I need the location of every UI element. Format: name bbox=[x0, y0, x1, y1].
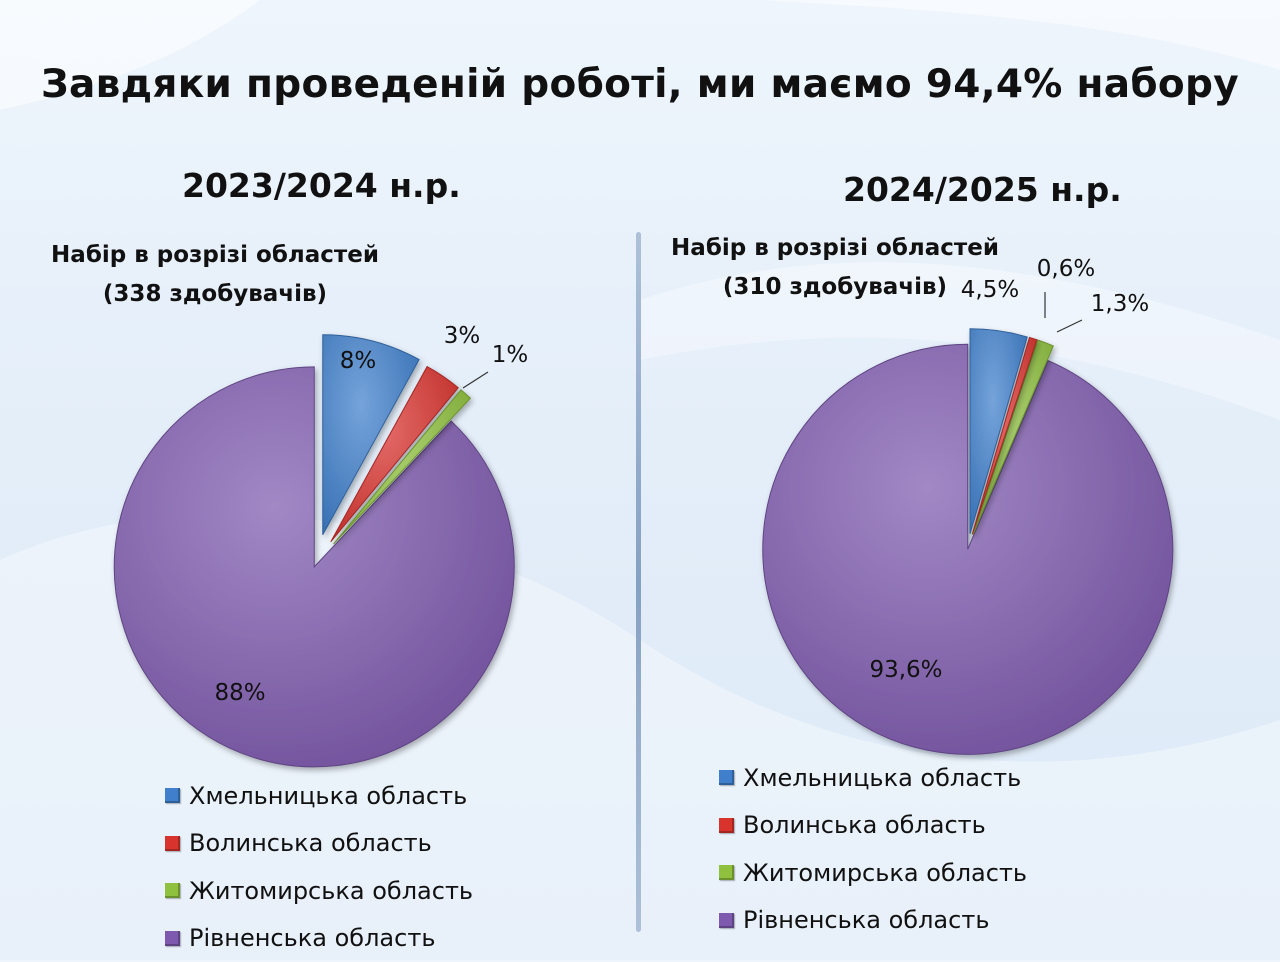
legend-swatch bbox=[165, 883, 180, 898]
legend-swatch bbox=[719, 913, 734, 928]
legend-swatch bbox=[165, 836, 180, 851]
data-label: 93,6% bbox=[869, 657, 942, 683]
legend-label: Рівненська область bbox=[189, 924, 435, 952]
leader-line bbox=[463, 372, 488, 388]
data-label: 1,3% bbox=[1091, 291, 1149, 317]
legend-item: Рівненська область bbox=[165, 915, 473, 962]
legend-item: Хмельницька область bbox=[719, 754, 1027, 802]
data-label: 8% bbox=[340, 348, 377, 374]
legend-item: Волинська область bbox=[719, 802, 1027, 850]
data-label: 0,6% bbox=[1037, 256, 1095, 282]
legend-label: Житомирська область bbox=[743, 859, 1027, 887]
legend-label: Хмельницька область bbox=[743, 764, 1021, 792]
data-label: 88% bbox=[214, 680, 265, 706]
legend-label: Хмельницька область bbox=[189, 782, 467, 810]
pie-slice bbox=[114, 367, 514, 767]
data-label: 3% bbox=[444, 323, 481, 349]
legend-item: Рівненська область bbox=[719, 897, 1027, 945]
legend-swatch bbox=[165, 931, 180, 946]
pie-chart-right: 4,5% 0,6% 1,3% 93,6% bbox=[763, 256, 1173, 754]
pie-slice bbox=[763, 344, 1173, 754]
legend-left: Хмельницька область Волинська область Жито… bbox=[165, 772, 473, 962]
legend-item: Житомирська область bbox=[719, 849, 1027, 897]
legend-swatch bbox=[165, 788, 180, 803]
legend-item: Хмельницька область bbox=[165, 772, 473, 820]
legend-right: Хмельницька область Волинська область Жито… bbox=[719, 754, 1027, 944]
legend-swatch bbox=[719, 865, 734, 880]
pie-chart-left: 8% 3% 1% 88% bbox=[114, 323, 528, 767]
legend-label: Волинська область bbox=[189, 829, 432, 857]
legend-label: Житомирська область bbox=[189, 877, 473, 905]
legend-swatch bbox=[719, 818, 734, 833]
leader-line bbox=[1057, 320, 1082, 332]
data-label: 1% bbox=[492, 342, 529, 368]
legend-label: Волинська область bbox=[743, 811, 986, 839]
data-label: 4,5% bbox=[961, 277, 1019, 303]
legend-label: Рівненська область bbox=[743, 906, 989, 934]
legend-item: Волинська область bbox=[165, 820, 473, 868]
legend-swatch bbox=[719, 770, 734, 785]
legend-item: Житомирська область bbox=[165, 867, 473, 915]
